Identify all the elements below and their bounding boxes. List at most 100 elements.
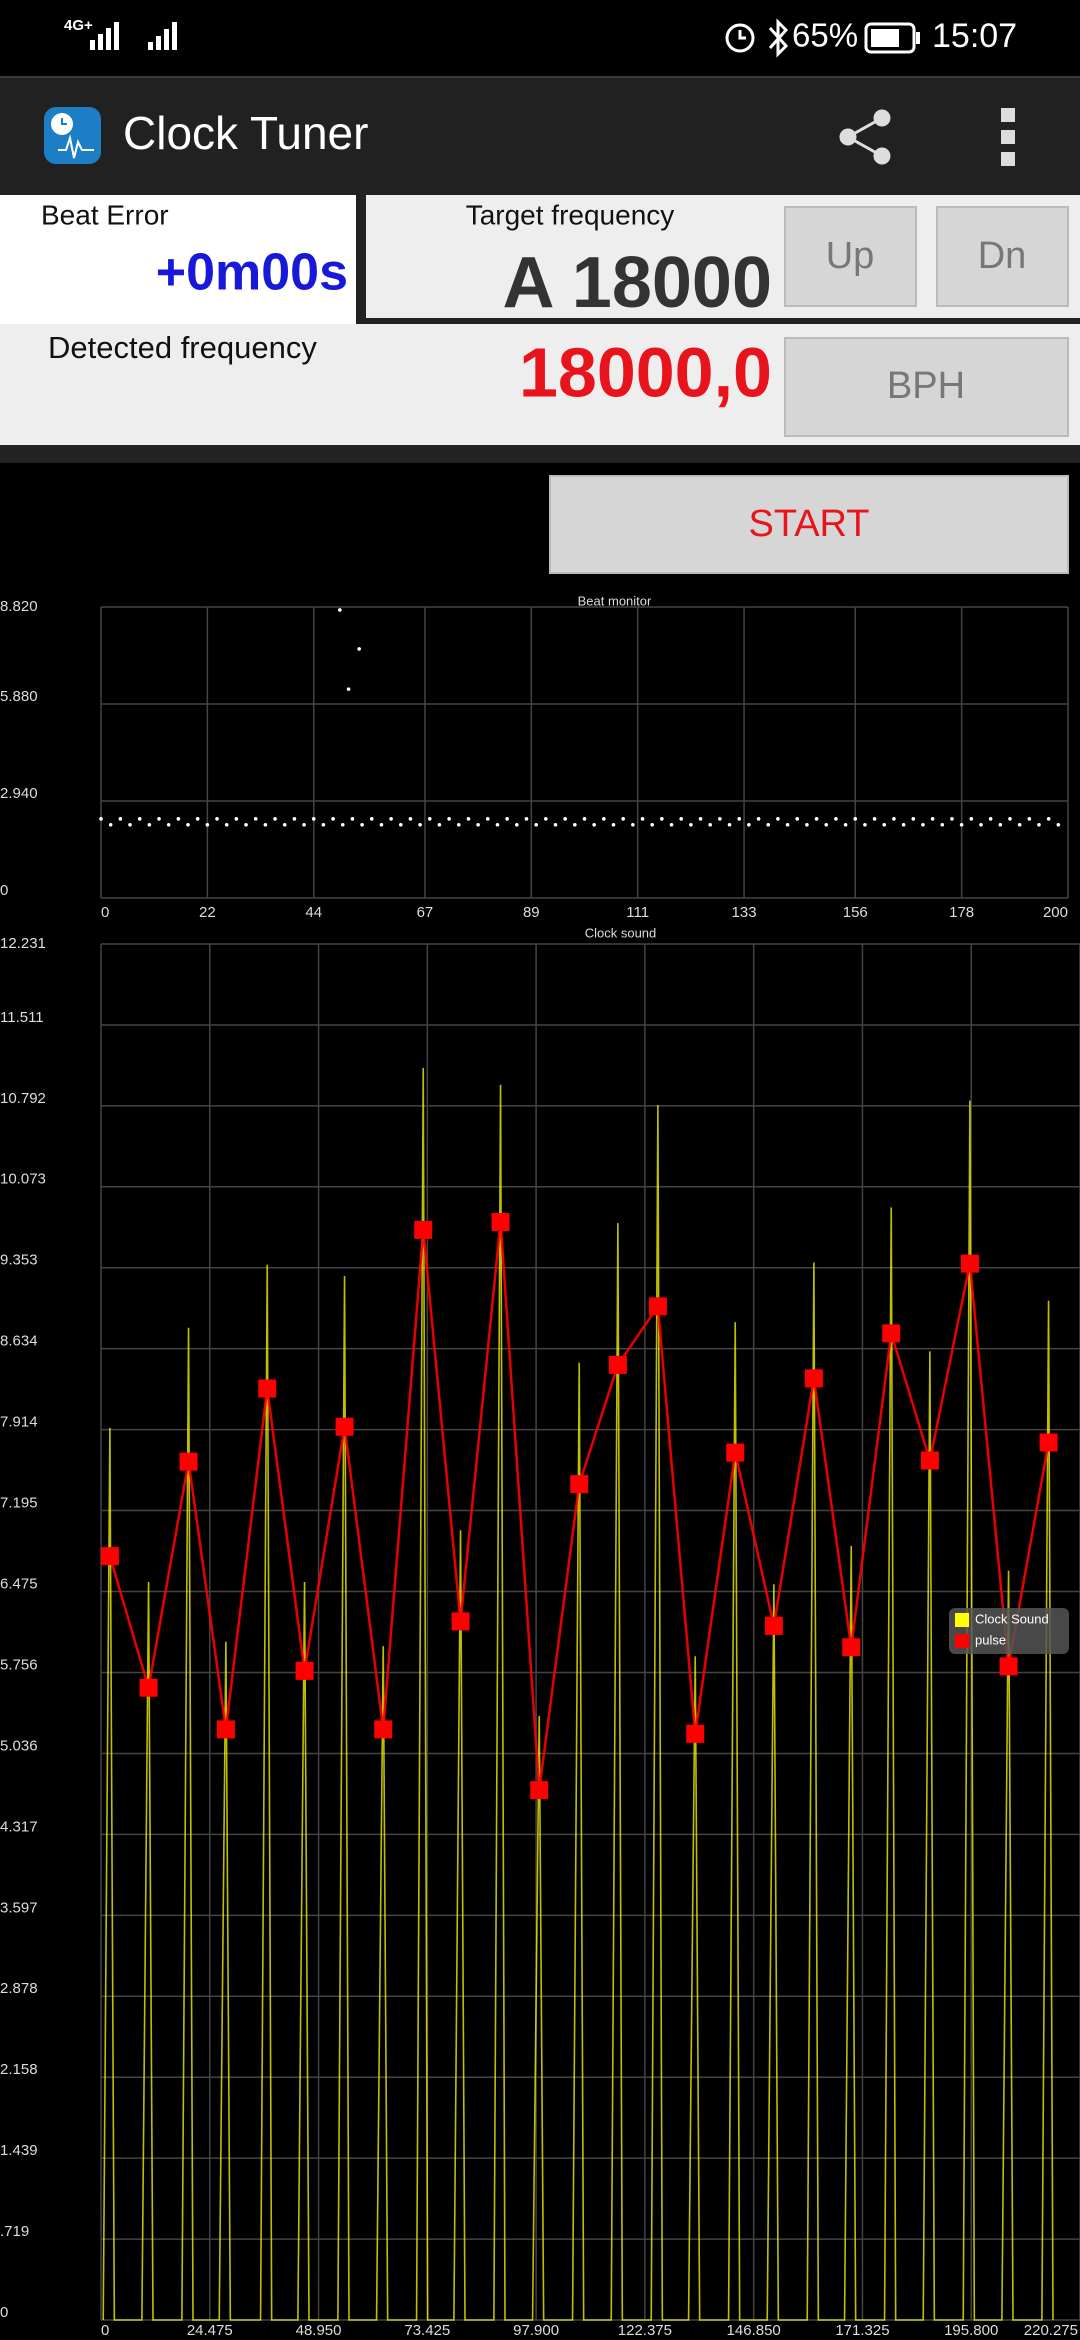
beat-dot bbox=[853, 817, 858, 821]
legend-swatch bbox=[955, 1634, 969, 1648]
x-tick-label: 22 bbox=[199, 904, 216, 921]
pulse-marker bbox=[216, 1720, 235, 1739]
bluetooth-icon bbox=[768, 18, 789, 58]
beat-dot bbox=[128, 822, 132, 827]
beat-dot bbox=[785, 822, 790, 827]
beat-dot bbox=[157, 817, 161, 821]
beat-dot bbox=[756, 817, 761, 821]
unit-button-label: BPH bbox=[887, 365, 965, 407]
beat-dot bbox=[357, 647, 361, 651]
pulse-marker bbox=[139, 1678, 158, 1697]
x-tick-label: 73.425 bbox=[404, 2322, 450, 2339]
battery-percent: 65% bbox=[792, 17, 858, 54]
beat-dot bbox=[456, 822, 461, 827]
pulse-marker bbox=[608, 1355, 627, 1374]
beat-dot bbox=[466, 817, 471, 821]
beat-dot bbox=[698, 817, 703, 821]
beat-dot bbox=[408, 817, 413, 821]
unit-button[interactable] bbox=[784, 337, 1069, 437]
network-type: 4G+ bbox=[64, 17, 93, 34]
up-button-label: Up bbox=[826, 235, 875, 277]
alarm-icon bbox=[725, 23, 755, 53]
beat-dot bbox=[563, 817, 567, 821]
pulse-marker bbox=[414, 1220, 433, 1239]
x-tick-label: 146.850 bbox=[727, 2322, 781, 2339]
beat-dot bbox=[311, 817, 316, 821]
beat-dot bbox=[979, 822, 983, 827]
legend-box bbox=[949, 1608, 1069, 1654]
beat-dot bbox=[321, 822, 326, 827]
x-tick-label: 0 bbox=[101, 2322, 109, 2339]
beat-dot bbox=[495, 822, 500, 827]
pulse-marker bbox=[530, 1781, 549, 1800]
x-tick-label: 195.800 bbox=[944, 2322, 998, 2339]
y-tick-label: 5.036 bbox=[0, 1737, 38, 1754]
target-value: A 18000 bbox=[502, 243, 772, 323]
beat-error-box bbox=[0, 195, 356, 324]
beat-dot bbox=[282, 822, 287, 827]
beat-dot bbox=[669, 822, 674, 827]
pulse-marker bbox=[804, 1369, 823, 1388]
pulse-marker bbox=[335, 1417, 354, 1436]
beat-dot bbox=[505, 817, 509, 821]
y-tick-label: 2.940 bbox=[0, 785, 38, 802]
x-tick-label: 89 bbox=[523, 904, 540, 921]
pulse-marker bbox=[374, 1720, 393, 1739]
x-tick-label: 156 bbox=[843, 904, 868, 921]
y-tick-label: 7.195 bbox=[0, 1495, 38, 1512]
beat-dot bbox=[524, 817, 529, 821]
beat-dot bbox=[369, 817, 374, 821]
menu-button[interactable] bbox=[1001, 108, 1015, 166]
beat-error-label: Beat Error bbox=[41, 199, 169, 230]
x-tick-label: 220.275 bbox=[1024, 2322, 1078, 2339]
x-tick-label: 200 bbox=[1043, 904, 1068, 921]
beat-dot bbox=[224, 822, 229, 827]
beat-dot bbox=[118, 817, 123, 821]
share-button[interactable] bbox=[839, 109, 891, 165]
up-button[interactable] bbox=[784, 206, 917, 307]
legend-label: Clock Sound bbox=[975, 1611, 1049, 1626]
y-tick-label: 9.353 bbox=[0, 1252, 38, 1269]
x-tick-label: 171.325 bbox=[835, 2322, 889, 2339]
beat-dot bbox=[176, 817, 181, 821]
x-tick-label: 111 bbox=[626, 904, 649, 921]
y-tick-label: 5.756 bbox=[0, 1656, 38, 1673]
pulse-marker bbox=[295, 1661, 314, 1680]
app-title: Clock Tuner bbox=[123, 107, 368, 159]
divider bbox=[0, 445, 1080, 463]
y-tick-label: 8.634 bbox=[0, 1333, 38, 1350]
y-tick-label: 6.475 bbox=[0, 1576, 38, 1593]
beat-dot bbox=[573, 822, 577, 827]
beat-dot bbox=[427, 817, 432, 821]
signal-icon bbox=[90, 22, 177, 50]
beat-dot bbox=[515, 822, 519, 827]
beat-dot bbox=[147, 822, 152, 827]
detected-value: 18000,0 bbox=[519, 333, 772, 411]
beat-dot bbox=[650, 822, 654, 827]
beat-dot bbox=[824, 822, 829, 827]
beat-dot bbox=[379, 822, 384, 827]
pulse-marker bbox=[920, 1451, 939, 1470]
beat-dot bbox=[418, 822, 422, 827]
beat-dot bbox=[476, 822, 480, 827]
beat-dot bbox=[969, 817, 974, 821]
beat-dot bbox=[292, 817, 297, 821]
beat-error-value: +0m00s bbox=[156, 244, 348, 302]
pulse-marker bbox=[764, 1616, 783, 1635]
beat-dot bbox=[437, 822, 442, 827]
pulse-marker bbox=[999, 1657, 1018, 1676]
pulse-marker bbox=[960, 1254, 979, 1273]
beat-dot bbox=[795, 817, 800, 821]
down-button[interactable] bbox=[936, 206, 1069, 307]
target-label: Target frequency bbox=[466, 199, 675, 230]
beat-dot bbox=[892, 817, 896, 821]
pulse-marker bbox=[726, 1443, 745, 1462]
x-tick-label: 44 bbox=[305, 904, 322, 921]
beat-dot bbox=[350, 817, 355, 821]
beat-dot bbox=[776, 817, 780, 821]
beat-dot bbox=[921, 822, 925, 827]
beat-dot bbox=[911, 817, 916, 821]
start-button[interactable] bbox=[549, 475, 1069, 574]
